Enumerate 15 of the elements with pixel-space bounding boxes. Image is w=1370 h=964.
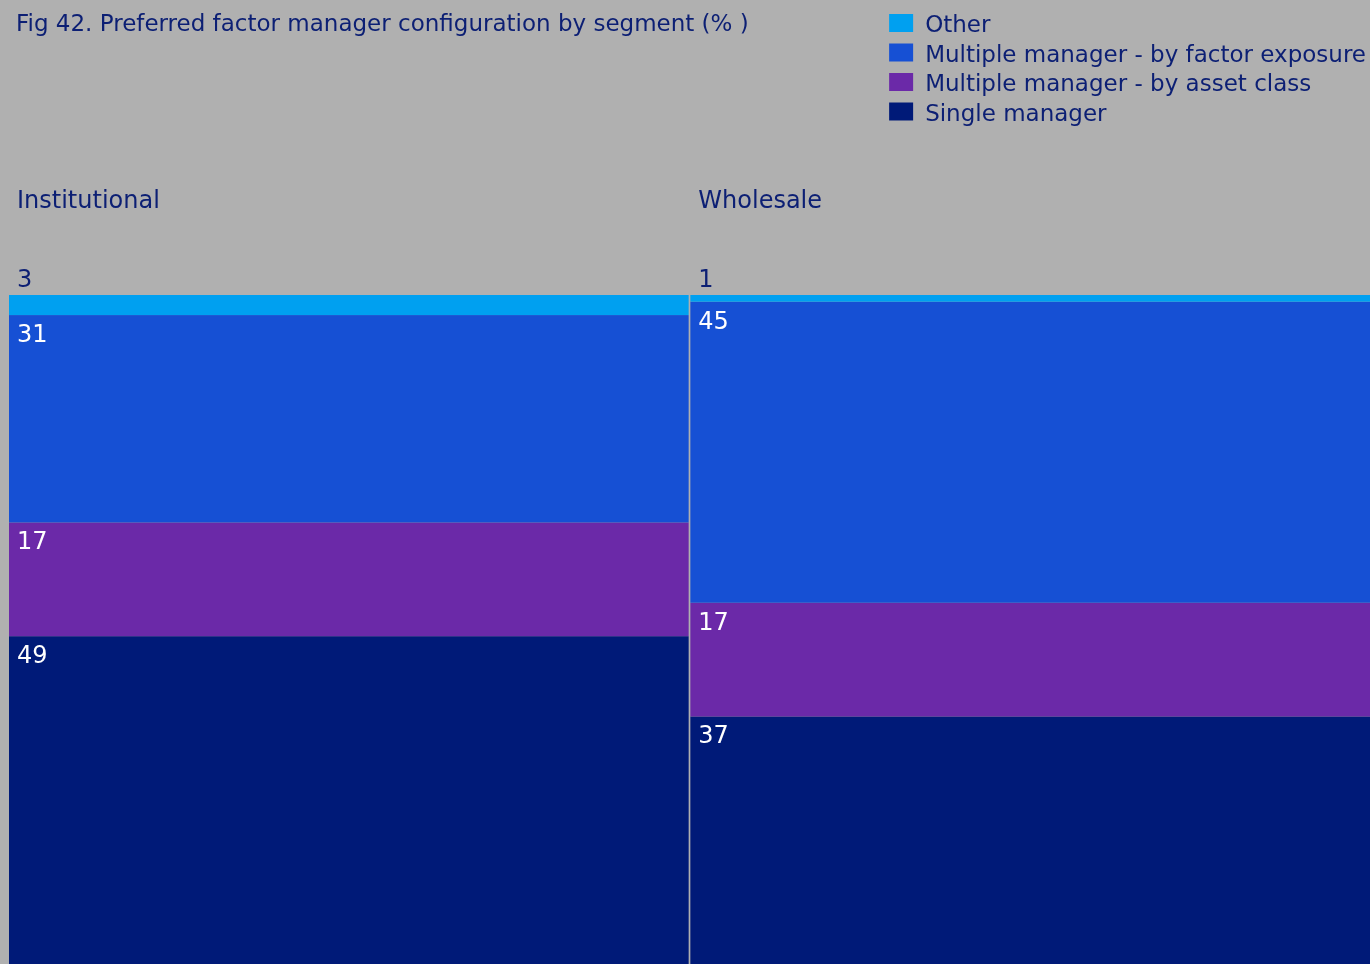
legend-label: Multiple manager - by factor exposure [925,40,1366,67]
data-label: 45 [698,306,729,335]
legend-label: Single manager [925,99,1108,126]
data-label: 3 [17,265,33,293]
legend-label: Multiple manager - by asset class [925,70,1312,96]
x-tick-label: Wholesale [698,186,823,214]
data-label: 31 [17,320,48,349]
x-tick-label: Institutional [17,186,160,214]
data-label: 49 [17,641,48,670]
legend-label: Other [925,11,991,37]
data-label: 17 [698,607,729,636]
chart-title: Fig 42. Preferred factor manager configuration by segment (% ) [16,10,749,36]
data-label: 1 [698,265,714,293]
data-label: 37 [698,721,729,750]
data-label: 17 [17,527,48,556]
